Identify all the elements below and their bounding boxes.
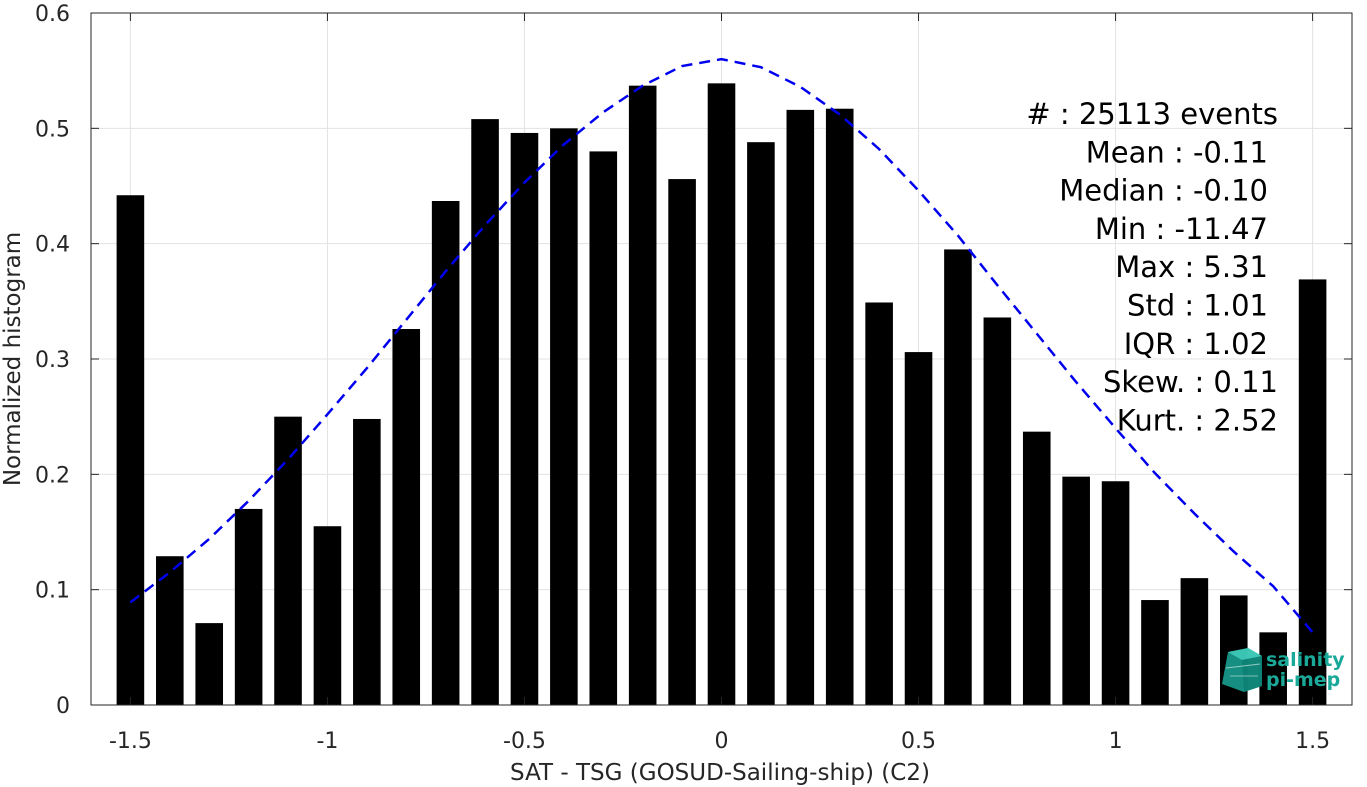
x-tick-label: 1.5 [1295, 729, 1330, 754]
histogram-bar [983, 317, 1012, 705]
histogram-bar [392, 329, 421, 705]
statistics-annotations: # : 25113 events Mean : -0.11 Median : -0.… [1026, 97, 1278, 437]
logo-text-salinity: salinity [1266, 649, 1345, 671]
histogram-bar [904, 352, 933, 705]
stat-annotation: Median : -0.10 [1059, 174, 1268, 208]
stat-annotation: IQR : 1.02 [1124, 327, 1268, 361]
histogram-bar [747, 142, 775, 705]
histogram-bar [589, 151, 618, 705]
stat-annotation: Max : 5.31 [1115, 250, 1268, 284]
x-axis-label: SAT - TSG (GOSUD-Sailing-ship) (C2) [510, 760, 930, 786]
histogram-bar [707, 83, 736, 705]
histogram-bar [1062, 476, 1090, 705]
x-tick-label: 0.5 [901, 729, 936, 754]
gaussian-fit-line [129, 57, 1314, 634]
histogram-bar [353, 418, 381, 705]
histogram-bar [1180, 578, 1209, 705]
histogram-bar [1022, 431, 1051, 705]
x-tick-labels: -1.5 -1 -0.5 0 0.5 1 1.5 [109, 729, 1330, 754]
y-tick-label: 0.5 [35, 117, 70, 142]
stat-annotation: # : 25113 events [1026, 97, 1278, 131]
y-tick-label: 0.2 [35, 463, 70, 488]
histogram-bar [550, 128, 578, 706]
stat-annotation: Skew. : 0.11 [1103, 365, 1278, 399]
histogram-bars [116, 83, 1327, 706]
y-tick-label: 0 [56, 694, 70, 719]
histogram-bar [668, 179, 696, 705]
x-tick-label: -1.5 [109, 729, 152, 754]
x-tick-label: -0.5 [503, 729, 546, 754]
histogram-bar [786, 109, 815, 705]
histogram-bar [825, 108, 854, 705]
histogram-bar [1141, 600, 1169, 705]
histogram-bar [195, 623, 224, 705]
stat-annotation: Mean : -0.11 [1086, 135, 1268, 169]
x-tick-label: 0 [715, 729, 729, 754]
histogram-bar [865, 302, 893, 705]
y-tick-label: 0.1 [35, 579, 70, 604]
histogram-bar [471, 119, 499, 705]
stat-annotation: Kurt. : 2.52 [1117, 403, 1278, 437]
stat-annotation: Min : -11.47 [1095, 212, 1268, 246]
histogram-bar [274, 416, 302, 705]
y-tick-label: 0.6 [35, 2, 70, 27]
histogram-bar [944, 249, 972, 705]
histogram-bar [628, 85, 657, 705]
salinity-pi-mep-logo: salinity pi-mep [1222, 648, 1345, 692]
logo-text-pi-mep: pi-mep [1266, 669, 1340, 691]
histogram-bar [313, 526, 342, 705]
histogram-bar [1259, 632, 1287, 705]
stat-annotation: Std : 1.01 [1127, 289, 1268, 323]
histogram-bar [116, 195, 145, 705]
histogram-bar [1101, 481, 1130, 705]
histogram-bar [156, 556, 184, 705]
logo-cube-icon [1222, 648, 1262, 692]
histogram-bar [1298, 279, 1327, 705]
x-tick-label: -1 [316, 729, 338, 754]
axes-frame [90, 12, 1353, 706]
x-tick-label: 1 [1109, 729, 1123, 754]
histogram-bar [510, 132, 539, 706]
histogram-bar [431, 200, 460, 705]
y-axis-label: Normalized histogram [0, 232, 26, 486]
y-tick-label: 0.4 [35, 233, 70, 258]
fit-curve [129, 57, 1314, 634]
y-tick-label: 0.3 [35, 348, 70, 373]
y-tick-labels: 0 0.1 0.2 0.3 0.4 0.5 0.6 [35, 2, 70, 719]
histogram-bar [234, 508, 263, 705]
